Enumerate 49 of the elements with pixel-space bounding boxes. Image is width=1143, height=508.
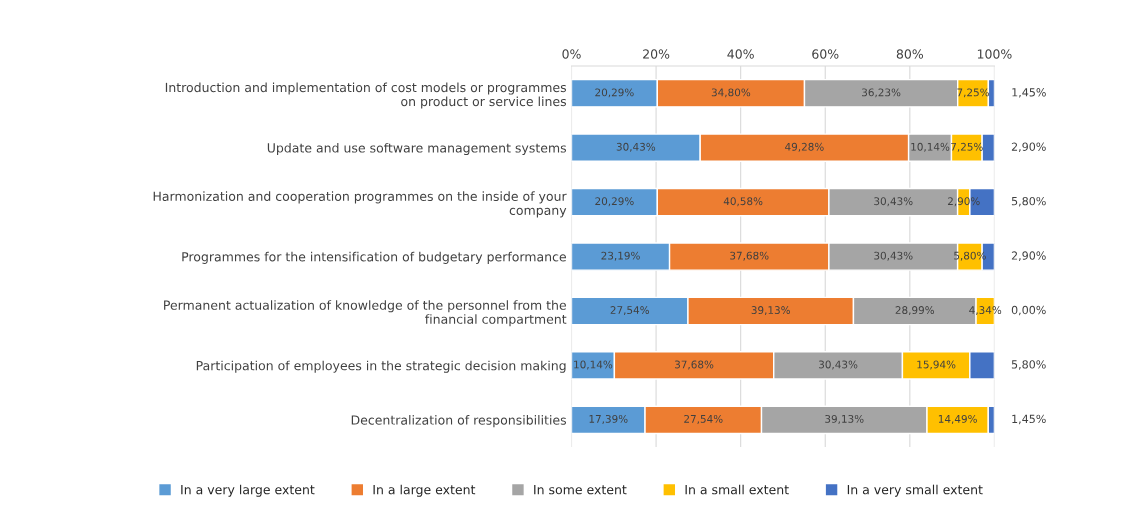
data-label: 30,43%: [874, 251, 913, 261]
data-label: 28,99%: [895, 306, 935, 316]
legend-label: In a very large extent: [181, 484, 315, 497]
data-label: 5,80%: [1011, 196, 1046, 207]
legend-label: In a large extent: [373, 484, 476, 497]
data-label: 37,68%: [730, 251, 769, 261]
data-label: 20,29%: [595, 197, 634, 207]
data-label: 36,23%: [862, 88, 901, 98]
y-tick-label: Programmes for the intensification of budgetary performance: [182, 251, 566, 264]
y-tick-label: Update and use software management systems: [267, 142, 567, 156]
data-label: 30,43%: [874, 197, 913, 207]
data-label: 37,68%: [674, 360, 714, 370]
data-label: 39,13%: [751, 306, 790, 316]
data-label: 10,14%: [574, 360, 613, 370]
data-label: 10,14%: [911, 142, 950, 152]
data-label: 0,00%: [1011, 305, 1046, 316]
data-label: 27,54%: [610, 306, 650, 316]
legend-label: In a small extent: [685, 484, 789, 495]
y-tick-label: Participation of employees in the strategic decision making: [196, 360, 566, 373]
x-tick-label: 20%: [643, 49, 670, 59]
data-label: 27,54%: [684, 414, 723, 424]
data-label: 15,94%: [917, 360, 956, 370]
data-label: 2,90%: [1011, 251, 1046, 261]
y-tick-label: Decentralization of responsibilities: [351, 415, 567, 428]
legend-label: In some extent: [534, 485, 627, 495]
data-label: 49,28%: [785, 142, 824, 152]
x-tick-label: 0%: [562, 49, 581, 59]
y-tick-label: Harmonization and cooperation programmes on the inside of your company: [153, 191, 567, 218]
legend-label: In a very small extent: [847, 484, 983, 497]
data-label: 23,19%: [601, 251, 640, 261]
x-tick-label: 60%: [812, 49, 839, 59]
data-label: 40,58%: [723, 197, 763, 207]
x-tick-label: 40%: [727, 49, 754, 59]
data-label: 20,29%: [595, 88, 634, 98]
y-tick-label: Introduction and implementation of cost models or programmes on product or service lines: [165, 82, 567, 109]
data-label: 30,43%: [819, 360, 858, 370]
x-tick-label: 100%: [977, 49, 1012, 59]
data-label: 1,45%: [1012, 88, 1046, 98]
x-tick-label: 80%: [896, 49, 924, 59]
data-label: 39,13%: [825, 414, 864, 424]
data-label: 2,90%: [1011, 142, 1046, 153]
data-label: 1,45%: [1012, 414, 1046, 425]
data-label: 34,80%: [711, 88, 751, 98]
data-label: 17,39%: [589, 414, 628, 424]
y-tick-label: Permanent actualization of knowledge of the personnel from the financial compartment: [164, 300, 567, 327]
data-label: 2,90%: [947, 197, 980, 207]
data-label: 30,43%: [616, 142, 656, 152]
data-label: 14,49%: [938, 414, 977, 424]
data-label: 5,80%: [1011, 360, 1046, 370]
